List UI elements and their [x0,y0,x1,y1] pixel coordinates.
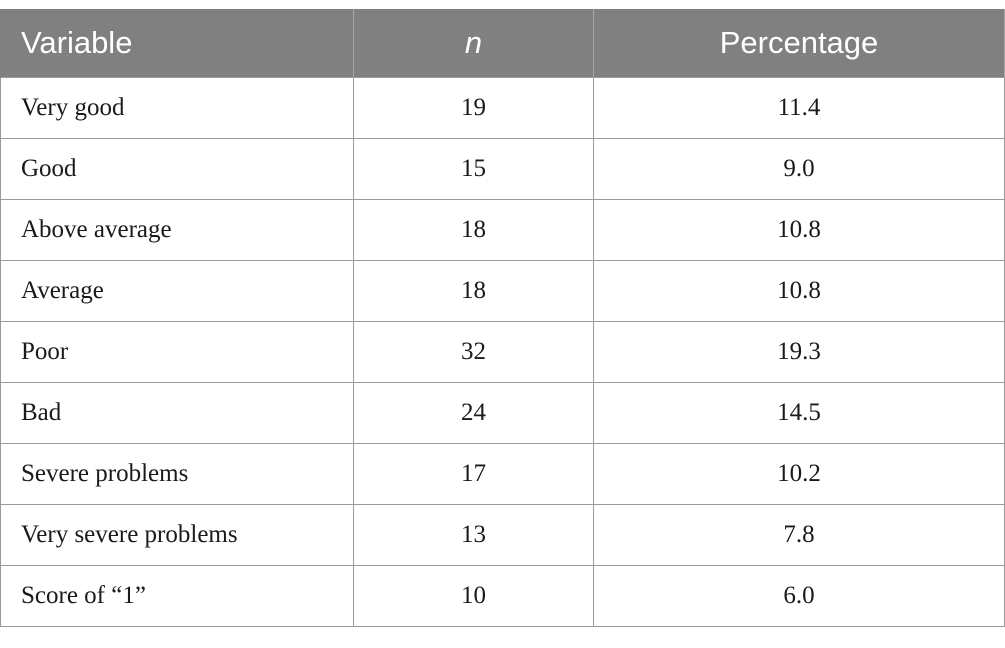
table-body: Very good 19 11.4 Good 15 9.0 Above aver… [0,77,1005,627]
cell-variable: Score of “1” [0,565,354,627]
header-percentage: Percentage [593,9,1005,78]
cell-variable: Poor [0,321,354,383]
cell-percentage: 9.0 [593,138,1005,200]
cell-n: 13 [353,504,594,566]
table-row: Severe problems 17 10.2 [0,443,1005,505]
cell-variable: Average [0,260,354,322]
cell-n: 15 [353,138,594,200]
cell-n: 18 [353,199,594,261]
data-table: Variable n Percentage Very good 19 11.4 … [0,9,1005,627]
table-row: Bad 24 14.5 [0,382,1005,444]
cell-variable: Above average [0,199,354,261]
cell-variable: Bad [0,382,354,444]
table-row: Above average 18 10.8 [0,199,1005,261]
cell-variable: Severe problems [0,443,354,505]
table-row: Very severe problems 13 7.8 [0,504,1005,566]
table-row: Average 18 10.8 [0,260,1005,322]
data-table-container: Variable n Percentage Very good 19 11.4 … [0,9,1005,627]
cell-percentage: 19.3 [593,321,1005,383]
header-row: Variable n Percentage [0,9,1005,78]
cell-percentage: 10.8 [593,260,1005,322]
cell-percentage: 11.4 [593,77,1005,139]
cell-n: 24 [353,382,594,444]
cell-n: 18 [353,260,594,322]
cell-variable: Very severe problems [0,504,354,566]
cell-variable: Very good [0,77,354,139]
cell-percentage: 10.8 [593,199,1005,261]
cell-percentage: 14.5 [593,382,1005,444]
cell-n: 32 [353,321,594,383]
cell-n: 17 [353,443,594,505]
cell-percentage: 6.0 [593,565,1005,627]
cell-n: 10 [353,565,594,627]
cell-percentage: 10.2 [593,443,1005,505]
cell-n: 19 [353,77,594,139]
table-row: Score of “1” 10 6.0 [0,565,1005,627]
cell-percentage: 7.8 [593,504,1005,566]
header-variable: Variable [0,9,354,78]
cell-variable: Good [0,138,354,200]
table-header: Variable n Percentage [0,9,1005,78]
table-row: Very good 19 11.4 [0,77,1005,139]
table-row: Poor 32 19.3 [0,321,1005,383]
header-n: n [353,9,594,78]
table-row: Good 15 9.0 [0,138,1005,200]
